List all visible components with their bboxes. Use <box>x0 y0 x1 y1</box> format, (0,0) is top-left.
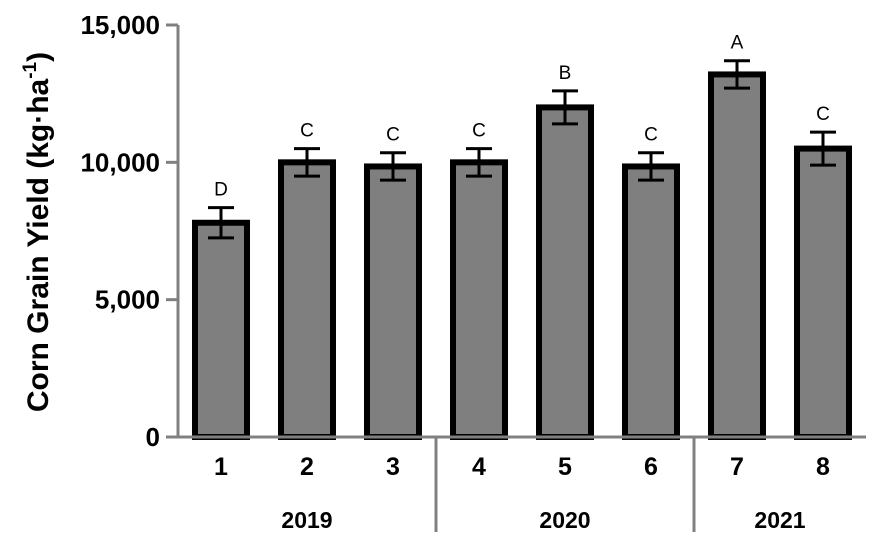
bars-layer <box>192 59 852 441</box>
y-tick-label-0: 0 <box>146 422 160 452</box>
y-axis-title: Corn Grain Yield (kg·ha-1) <box>20 52 55 412</box>
significance-label-3: C <box>386 125 400 146</box>
group-label-2020: 2020 <box>539 507 590 533</box>
x-tick-label-7: 7 <box>730 453 744 481</box>
y-axis-title-superscript: -1 <box>20 61 41 78</box>
y-tick-label-10000: 10,000 <box>80 147 160 177</box>
group-label-2019: 2019 <box>281 507 332 533</box>
significance-label-6: C <box>644 125 658 146</box>
bar-7 <box>708 71 766 440</box>
bar-2 <box>278 159 336 440</box>
bar-3 <box>364 163 422 440</box>
x-tick-label-1: 1 <box>214 453 228 481</box>
significance-label-7: A <box>731 33 744 54</box>
significance-label-2: C <box>300 121 314 142</box>
x-tick-label-4: 4 <box>472 453 486 481</box>
significance-label-4: C <box>472 121 486 142</box>
y-tick-label-15000: 15,000 <box>80 10 160 40</box>
significance-label-8: C <box>816 104 830 125</box>
bar-8 <box>794 145 852 440</box>
bar-4 <box>450 159 508 440</box>
bar-1 <box>192 219 250 440</box>
bar-5 <box>536 104 594 441</box>
x-tick-label-5: 5 <box>558 453 572 481</box>
y-axis-title-close: ) <box>22 52 55 62</box>
x-tick-label-2: 2 <box>300 453 314 481</box>
significance-label-5: B <box>559 63 572 84</box>
x-tick-label-6: 6 <box>644 453 658 481</box>
x-tick-label-3: 3 <box>386 453 400 481</box>
x-tick-label-8: 8 <box>816 453 830 481</box>
y-axis-title-main: Corn Grain Yield (kg·ha <box>22 78 55 412</box>
y-tick-label-5000: 5,000 <box>95 285 160 315</box>
axes-layer <box>166 23 866 532</box>
labels-layer: D 1 C 2 C 3 C 4 B 5 C 6 A 7 C 8 0 5,000 10,000 15,000 2019 20… <box>80 10 830 533</box>
significance-label-1: D <box>214 180 228 201</box>
group-label-2021: 2021 <box>754 507 805 533</box>
bar-6 <box>622 163 680 440</box>
